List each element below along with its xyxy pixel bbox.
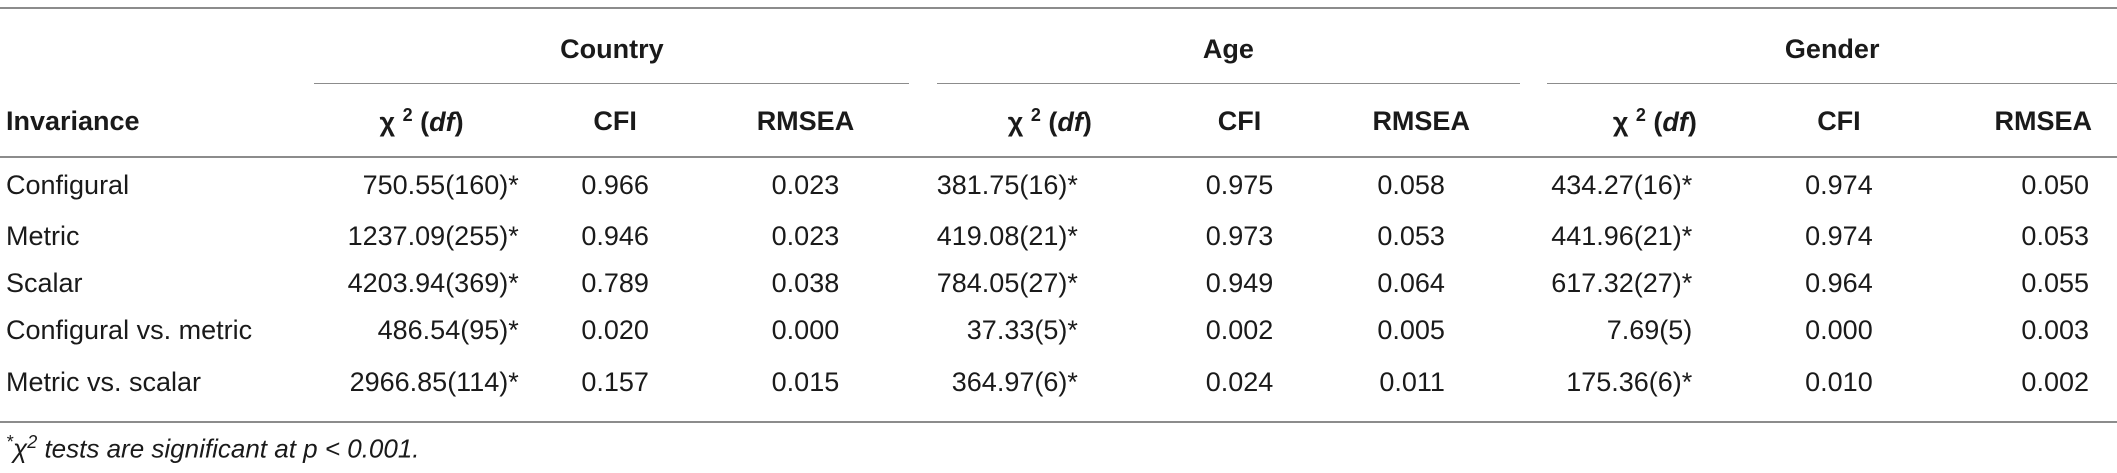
group-age: Age bbox=[1202, 33, 1254, 64]
cell-country-chi: 1237.09(255)* bbox=[347, 220, 519, 251]
header-invariance: Invariance bbox=[6, 106, 140, 136]
group-country: Country bbox=[560, 33, 664, 64]
header-rmsea-country: RMSEA bbox=[756, 106, 855, 136]
cell-country-cfi: 0.020 bbox=[581, 314, 649, 345]
cell-age-cfi: 0.973 bbox=[1205, 220, 1274, 251]
cell-age-cfi: 0.975 bbox=[1205, 169, 1274, 200]
table-row: Metric 1237.09(255)* 0.946 0.023 419.08(… bbox=[0, 213, 2117, 260]
cell-country-cfi: 0.946 bbox=[581, 220, 649, 251]
cell-age-rmsea: 0.005 bbox=[1377, 314, 1445, 345]
cell-age-cfi: 0.002 bbox=[1205, 314, 1274, 345]
row-label: Configural vs. metric bbox=[6, 314, 253, 345]
table-row: Scalar 4203.94(369)* 0.789 0.038 784.05(… bbox=[0, 260, 2117, 307]
cell-gender-cfi: 0.010 bbox=[1805, 366, 1873, 397]
cell-gender-rmsea: 0.050 bbox=[2021, 169, 2089, 200]
cell-gender-rmsea: 0.003 bbox=[2021, 314, 2089, 345]
cell-age-rmsea: 0.011 bbox=[1379, 366, 1445, 397]
cell-age-rmsea: 0.053 bbox=[1377, 220, 1445, 251]
header-cfi-gender: CFI bbox=[1817, 106, 1861, 136]
group-header-row: Country Age Gender bbox=[0, 8, 2117, 84]
table-row: Configural vs. metric 486.54(95)* 0.020 … bbox=[0, 307, 2117, 354]
cell-country-cfi: 0.966 bbox=[581, 169, 649, 200]
header-rmsea-gender: RMSEA bbox=[1994, 106, 2092, 136]
cell-gender-chi: 441.96(21)* bbox=[1551, 220, 1693, 251]
group-underline-row bbox=[0, 83, 2117, 88]
cell-country-chi: 2966.85(114)* bbox=[349, 366, 519, 397]
cell-gender-chi: 617.32(27)* bbox=[1551, 267, 1693, 298]
cell-country-rmsea: 0.015 bbox=[771, 366, 840, 397]
cell-age-chi: 364.97(6)* bbox=[951, 366, 1078, 397]
header-chi-gender: χ 2 (df) bbox=[1612, 105, 1697, 137]
cell-gender-rmsea: 0.055 bbox=[2021, 267, 2089, 298]
cell-age-chi: 37.33(5)* bbox=[966, 314, 1078, 345]
cell-gender-rmsea: 0.002 bbox=[2021, 366, 2089, 397]
cell-age-chi: 381.75(16)* bbox=[936, 169, 1078, 200]
column-header-row: Invariance χ 2 (df) CFI RMSEA χ 2 (df) C… bbox=[0, 88, 2117, 157]
cell-country-rmsea: 0.000 bbox=[771, 314, 840, 345]
cell-country-cfi: 0.789 bbox=[581, 267, 649, 298]
cell-country-chi: 4203.94(369)* bbox=[347, 267, 519, 298]
header-chi-age: χ 2 (df) bbox=[1007, 105, 1092, 137]
cell-gender-cfi: 0.000 bbox=[1805, 314, 1873, 345]
cell-age-cfi: 0.949 bbox=[1205, 267, 1274, 298]
header-cfi-age: CFI bbox=[1217, 106, 1262, 136]
table-row: Metric vs. scalar 2966.85(114)* 0.157 0.… bbox=[0, 354, 2117, 422]
cell-gender-cfi: 0.964 bbox=[1805, 267, 1873, 298]
header-chi-country: χ 2 (df) bbox=[379, 105, 464, 137]
group-gender: Gender bbox=[1784, 33, 1880, 64]
cell-gender-cfi: 0.974 bbox=[1805, 220, 1873, 251]
cell-gender-chi: 7.69(5) bbox=[1606, 314, 1693, 345]
cell-country-rmsea: 0.038 bbox=[771, 267, 840, 298]
cell-age-rmsea: 0.058 bbox=[1377, 169, 1445, 200]
cell-age-cfi: 0.024 bbox=[1205, 366, 1274, 397]
cell-age-chi: 784.05(27)* bbox=[936, 267, 1078, 298]
table-row: Configural 750.55(160)* 0.966 0.023 381.… bbox=[0, 157, 2117, 213]
cell-age-rmsea: 0.064 bbox=[1377, 267, 1445, 298]
cell-country-chi: 486.54(95)* bbox=[377, 314, 519, 345]
row-label: Configural bbox=[6, 169, 130, 200]
cell-country-rmsea: 0.023 bbox=[771, 220, 840, 251]
row-label: Scalar bbox=[6, 267, 83, 298]
invariance-table: Country Age Gender Invariance χ 2 (df) C… bbox=[0, 7, 2117, 423]
header-rmsea-age: RMSEA bbox=[1372, 106, 1470, 136]
header-cfi-country: CFI bbox=[593, 106, 637, 136]
cell-gender-chi: 434.27(16)* bbox=[1551, 169, 1693, 200]
row-label: Metric bbox=[6, 220, 80, 251]
table-footnote: *χ2 tests are significant at p < 0.001. bbox=[6, 432, 420, 464]
cell-country-chi: 750.55(160)* bbox=[362, 169, 519, 200]
cell-gender-rmsea: 0.053 bbox=[2021, 220, 2089, 251]
cell-gender-cfi: 0.974 bbox=[1805, 169, 1873, 200]
cell-age-chi: 419.08(21)* bbox=[936, 220, 1078, 251]
cell-country-cfi: 0.157 bbox=[581, 366, 649, 397]
row-label: Metric vs. scalar bbox=[6, 366, 202, 397]
cell-country-rmsea: 0.023 bbox=[771, 169, 840, 200]
cell-gender-chi: 175.36(6)* bbox=[1566, 366, 1693, 397]
